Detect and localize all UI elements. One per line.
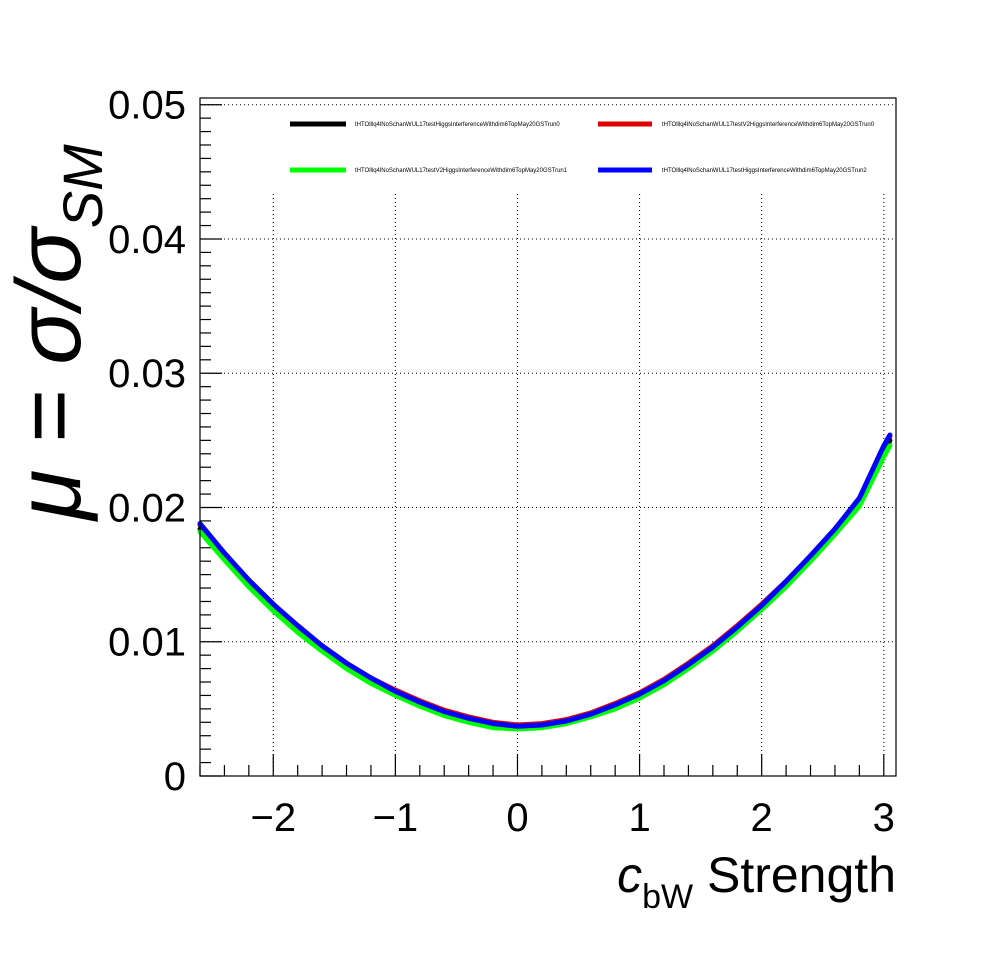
x-axis-symbol: c <box>617 847 642 903</box>
legend-label: tHTOlllq4lNoSchanWUL17testV2HiggsInterfe… <box>662 122 875 128</box>
series-line <box>197 432 893 729</box>
data-series <box>197 432 893 732</box>
y-tick-labels: 0 0.01 0.02 0.03 0.04 0.05 <box>108 84 186 799</box>
y-axis-subscript: SM <box>51 144 114 228</box>
x-tick-label: −1 <box>373 796 419 840</box>
x-tick-label: −2 <box>250 796 296 840</box>
grid-lines <box>200 104 896 776</box>
series-line <box>197 443 893 732</box>
y-axis-label: μ = σ/σSM <box>0 144 114 522</box>
y-tick-label: 0.01 <box>108 621 186 665</box>
x-axis-subscript: bW <box>642 878 693 916</box>
legend: tHTOlllq4lNoSchanWUL17testHiggsInterfere… <box>290 121 875 174</box>
y-tick-label: 0.04 <box>108 218 186 262</box>
x-tick-label: 3 <box>873 796 895 840</box>
y-tick-label: 0.02 <box>108 486 186 530</box>
y-tick-label: 0.05 <box>108 84 186 128</box>
y-tick-label: 0 <box>164 755 186 799</box>
x-tick-label: 1 <box>628 796 650 840</box>
legend-label: tHTOlllq4lNoSchanWUL17testHiggsInterfere… <box>355 122 560 128</box>
legend-label: tHTOlllq4lNoSchanWUL17testV2HiggsInterfe… <box>355 168 568 174</box>
x-tick-labels: −2 −1 0 1 2 3 <box>250 796 894 840</box>
y-axis-lead: μ = σ/σ <box>0 225 100 522</box>
x-tick-label: 0 <box>506 796 528 840</box>
x-tick-label: 2 <box>751 796 773 840</box>
y-tick-label: 0.03 <box>108 352 186 396</box>
x-axis-label: cbW Strength <box>617 847 896 916</box>
x-axis-suffix: Strength <box>693 847 896 903</box>
plot-frame <box>199 97 897 777</box>
legend-label: tHTOlllq4lNoSchanWUL17testHiggsInterfere… <box>662 168 867 174</box>
